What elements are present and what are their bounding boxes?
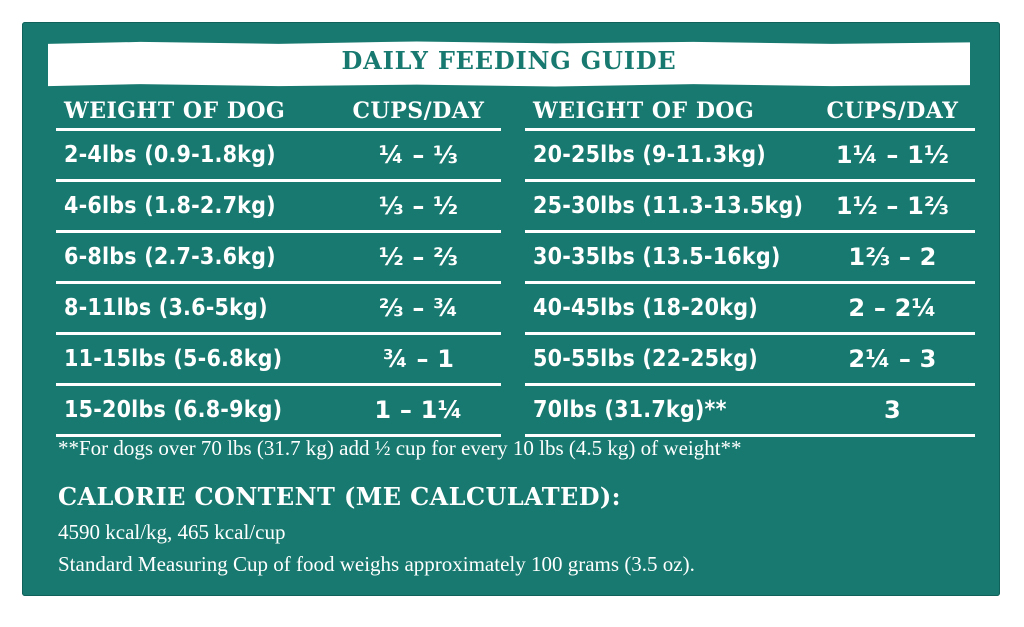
large-dog-note: **For dogs over 70 lbs (31.7 kg) add ½ c… <box>58 436 742 460</box>
weight-cell: 50-55lbs (22-25kg) <box>533 346 758 372</box>
table-header: WEIGHT OF DOG CUPS/DAY <box>525 94 975 128</box>
weight-header: WEIGHT OF DOG <box>533 98 755 124</box>
cups-cell: 1 – 1¼ <box>374 396 463 424</box>
weight-cell: 15-20lbs (6.8-9kg) <box>64 397 283 423</box>
cup-weight-text: Standard Measuring Cup of food weighs ap… <box>58 552 695 576</box>
table-row: 70lbs (31.7kg)** 3 <box>525 383 975 437</box>
weight-cell: 20-25lbs (9-11.3kg) <box>533 142 766 168</box>
table-row: 25-30lbs (11.3-13.5kg) 1½ – 1⅔ <box>525 179 975 230</box>
cups-header: CUPS/DAY <box>352 98 485 124</box>
weight-cell: 40-45lbs (18-20kg) <box>533 295 758 321</box>
feeding-table-right: WEIGHT OF DOG CUPS/DAY 20-25lbs (9-11.3k… <box>525 94 975 437</box>
table-row: 40-45lbs (18-20kg) 2 – 2¼ <box>525 281 975 332</box>
cups-header: CUPS/DAY <box>826 98 959 124</box>
cups-cell: 1⅔ – 2 <box>848 243 937 271</box>
cups-cell: ⅔ – ¾ <box>378 294 459 322</box>
feeding-table-left: WEIGHT OF DOG CUPS/DAY 2-4lbs (0.9-1.8kg… <box>56 94 501 437</box>
cups-cell: 1¼ – 1½ <box>835 141 950 169</box>
table-row: 8-11lbs (3.6-5kg) ⅔ – ¾ <box>56 281 501 332</box>
table-row: 15-20lbs (6.8-9kg) 1 – 1¼ <box>56 383 501 437</box>
cups-cell: 2 – 2¼ <box>848 294 937 322</box>
weight-cell: 4-6lbs (1.8-2.7kg) <box>64 193 276 219</box>
weight-header: WEIGHT OF DOG <box>64 98 286 124</box>
page-title: DAILY FEEDING GUIDE <box>341 46 677 75</box>
table-row: 6-8lbs (2.7-3.6kg) ½ – ⅔ <box>56 230 501 281</box>
table-row: 2-4lbs (0.9-1.8kg) ¼ – ⅓ <box>56 128 501 179</box>
weight-cell: 2-4lbs (0.9-1.8kg) <box>64 142 276 168</box>
cups-cell: ¼ – ⅓ <box>378 141 459 169</box>
weight-cell: 6-8lbs (2.7-3.6kg) <box>64 244 276 270</box>
weight-cell: 8-11lbs (3.6-5kg) <box>64 295 268 321</box>
calorie-values: 4590 kcal/kg, 465 kcal/cup <box>58 520 286 544</box>
calorie-heading: CALORIE CONTENT (ME CALCULATED): <box>58 482 621 511</box>
cups-cell: 2¼ – 3 <box>848 345 937 373</box>
weight-cell: 25-30lbs (11.3-13.5kg) <box>533 193 804 219</box>
cups-cell: ¾ – 1 <box>382 345 455 373</box>
table-row: 30-35lbs (13.5-16kg) 1⅔ – 2 <box>525 230 975 281</box>
cups-cell: ½ – ⅔ <box>378 243 459 271</box>
cups-cell: 3 <box>884 396 901 424</box>
weight-cell: 30-35lbs (13.5-16kg) <box>533 244 781 270</box>
weight-cell: 70lbs (31.7kg)** <box>533 397 727 423</box>
table-row: 20-25lbs (9-11.3kg) 1¼ – 1½ <box>525 128 975 179</box>
table-row: 4-6lbs (1.8-2.7kg) ⅓ – ½ <box>56 179 501 230</box>
title-banner <box>48 41 970 87</box>
feeding-guide-panel <box>22 22 1000 596</box>
cups-cell: ⅓ – ½ <box>378 192 459 220</box>
table-header: WEIGHT OF DOG CUPS/DAY <box>56 94 501 128</box>
table-row: 50-55lbs (22-25kg) 2¼ – 3 <box>525 332 975 383</box>
weight-cell: 11-15lbs (5-6.8kg) <box>64 346 283 372</box>
table-row: 11-15lbs (5-6.8kg) ¾ – 1 <box>56 332 501 383</box>
cups-cell: 1½ – 1⅔ <box>835 192 950 220</box>
